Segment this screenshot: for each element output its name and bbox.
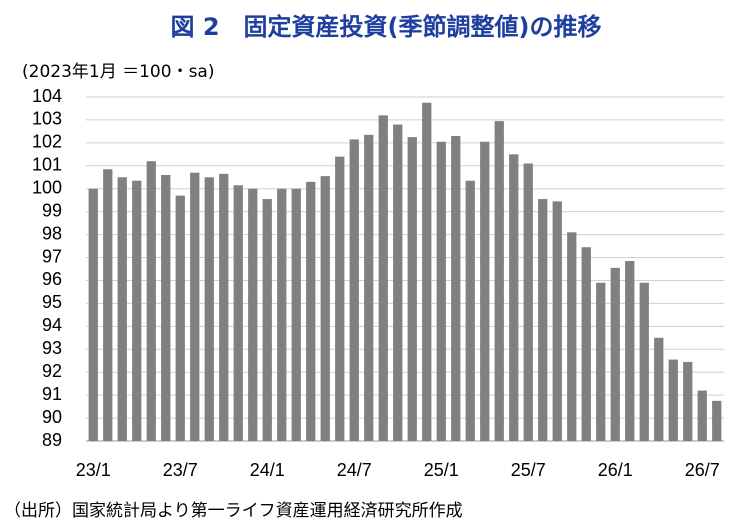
- x-tick-label: 24/1: [250, 460, 285, 480]
- bar: [233, 185, 243, 441]
- bar: [436, 141, 446, 441]
- bar: [683, 361, 693, 441]
- bar: [581, 247, 591, 441]
- y-tick-label: 96: [42, 269, 62, 289]
- x-tick-label: 23/7: [163, 460, 198, 480]
- bar: [190, 172, 200, 441]
- bar: [538, 199, 548, 441]
- bar: [320, 176, 330, 441]
- bar: [494, 121, 504, 441]
- y-tick-label: 89: [42, 430, 62, 450]
- y-tick-label: 103: [32, 109, 62, 129]
- bar: [422, 102, 432, 441]
- bar: [610, 267, 620, 441]
- x-tick-label: 26/7: [685, 460, 720, 480]
- bar: [712, 400, 722, 441]
- bar: [407, 137, 417, 441]
- bar: [654, 337, 664, 441]
- chart-title: 図 2 固定資産投資(季節調整値)の推移: [171, 13, 602, 41]
- bar: [117, 177, 127, 441]
- y-tick-label: 104: [32, 86, 62, 106]
- bar: [262, 199, 272, 441]
- x-tick-label: 25/1: [424, 460, 459, 480]
- bar: [306, 181, 316, 441]
- y-tick-label: 92: [42, 361, 62, 381]
- x-tick-label: 23/1: [76, 460, 111, 480]
- bar: [625, 260, 635, 441]
- bar: [364, 134, 374, 441]
- bar: [219, 173, 229, 441]
- y-tick-label: 98: [42, 223, 62, 243]
- y-tick-label: 95: [42, 292, 62, 312]
- y-tick-label: 100: [32, 177, 62, 197]
- y-axis-label: (2023年1月 ＝100・sa): [22, 62, 214, 82]
- y-tick-label: 102: [32, 132, 62, 152]
- y-tick-label: 91: [42, 384, 62, 404]
- x-tick-label: 24/7: [337, 460, 372, 480]
- bar: [248, 188, 258, 441]
- bar: [291, 188, 301, 441]
- bar: [480, 141, 490, 441]
- bar: [349, 139, 359, 441]
- bar: [567, 232, 577, 441]
- bar: [88, 188, 98, 441]
- bar: [146, 161, 156, 442]
- bar: [277, 188, 287, 441]
- bar: [697, 390, 707, 441]
- bar: [596, 282, 606, 441]
- bar: [161, 174, 171, 441]
- bar: [509, 154, 519, 442]
- x-tick-label: 26/1: [598, 460, 633, 480]
- bar: [451, 135, 461, 441]
- bar: [378, 115, 388, 441]
- y-tick-label: 97: [42, 246, 62, 266]
- y-tick-label: 93: [42, 338, 62, 358]
- bar: [668, 359, 678, 441]
- bar: [103, 169, 113, 442]
- bar: [523, 163, 533, 442]
- bar: [552, 201, 562, 441]
- bar: [204, 177, 214, 441]
- bar: [393, 124, 403, 442]
- bar: [639, 282, 649, 441]
- bar: [465, 180, 475, 441]
- y-tick-label: 90: [42, 407, 62, 427]
- y-tick-label: 101: [32, 155, 62, 175]
- y-tick-label: 99: [42, 200, 62, 220]
- source: （出所）国家統計局より第一ライフ資産運用経済研究所作成: [4, 501, 463, 521]
- bar: [132, 180, 142, 441]
- x-tick-label: 25/7: [511, 460, 546, 480]
- bar: [335, 156, 345, 442]
- y-tick-label: 94: [42, 315, 62, 335]
- bar: [175, 195, 185, 441]
